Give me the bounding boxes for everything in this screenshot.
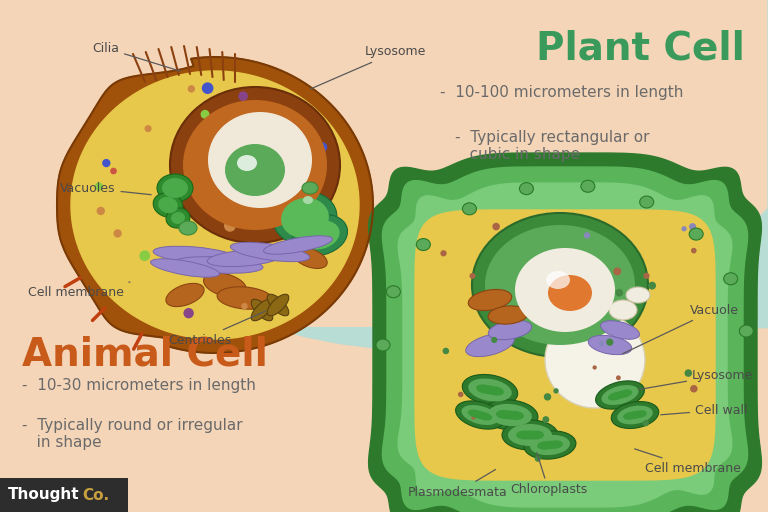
Text: -  Typically rectangular or
   cubic in shape: - Typically rectangular or cubic in shap… bbox=[455, 130, 650, 162]
Text: Vacuole: Vacuole bbox=[623, 304, 739, 354]
Text: Cell membrane: Cell membrane bbox=[634, 449, 741, 475]
Ellipse shape bbox=[153, 246, 237, 264]
Ellipse shape bbox=[617, 406, 653, 424]
Text: -  Typically round or irregular
   in shape: - Typically round or irregular in shape bbox=[22, 418, 243, 451]
Ellipse shape bbox=[208, 112, 312, 208]
Ellipse shape bbox=[302, 182, 318, 194]
Text: Plant Cell: Plant Cell bbox=[535, 30, 744, 68]
Ellipse shape bbox=[491, 337, 498, 343]
Ellipse shape bbox=[293, 215, 348, 255]
Ellipse shape bbox=[482, 386, 498, 395]
Ellipse shape bbox=[469, 273, 475, 279]
Ellipse shape bbox=[488, 306, 528, 324]
Ellipse shape bbox=[202, 82, 214, 94]
Ellipse shape bbox=[542, 441, 558, 449]
Ellipse shape bbox=[251, 299, 273, 321]
Text: Plasmodesmata: Plasmodesmata bbox=[408, 470, 508, 499]
Polygon shape bbox=[415, 210, 715, 480]
Ellipse shape bbox=[584, 232, 591, 239]
Polygon shape bbox=[382, 167, 747, 512]
Ellipse shape bbox=[611, 401, 659, 429]
Ellipse shape bbox=[573, 307, 580, 314]
Ellipse shape bbox=[689, 228, 703, 240]
Ellipse shape bbox=[535, 456, 541, 462]
Ellipse shape bbox=[740, 325, 753, 337]
Ellipse shape bbox=[293, 247, 327, 268]
Ellipse shape bbox=[114, 229, 122, 238]
Ellipse shape bbox=[317, 142, 327, 152]
Text: Co.: Co. bbox=[82, 487, 109, 502]
Polygon shape bbox=[398, 183, 732, 507]
Ellipse shape bbox=[225, 114, 236, 124]
Ellipse shape bbox=[462, 374, 518, 406]
Ellipse shape bbox=[468, 378, 511, 401]
Ellipse shape bbox=[263, 236, 333, 254]
Ellipse shape bbox=[581, 180, 595, 193]
Ellipse shape bbox=[601, 385, 638, 405]
Ellipse shape bbox=[616, 375, 621, 380]
Ellipse shape bbox=[524, 431, 576, 459]
Polygon shape bbox=[272, 0, 768, 350]
Ellipse shape bbox=[306, 224, 316, 234]
Ellipse shape bbox=[626, 287, 650, 303]
Ellipse shape bbox=[376, 339, 390, 351]
Ellipse shape bbox=[102, 159, 111, 167]
Ellipse shape bbox=[588, 335, 632, 355]
Ellipse shape bbox=[527, 431, 544, 439]
Ellipse shape bbox=[632, 412, 638, 418]
Ellipse shape bbox=[247, 161, 254, 167]
Ellipse shape bbox=[183, 100, 327, 230]
Text: -  10-30 micrometers in length: - 10-30 micrometers in length bbox=[22, 378, 256, 393]
Ellipse shape bbox=[472, 213, 648, 357]
Ellipse shape bbox=[472, 416, 475, 420]
Ellipse shape bbox=[648, 282, 656, 290]
Ellipse shape bbox=[241, 189, 247, 195]
Ellipse shape bbox=[530, 435, 570, 455]
Ellipse shape bbox=[623, 412, 637, 420]
Ellipse shape bbox=[462, 405, 498, 425]
Ellipse shape bbox=[521, 431, 538, 439]
Ellipse shape bbox=[153, 193, 183, 217]
Ellipse shape bbox=[184, 308, 194, 318]
Ellipse shape bbox=[502, 411, 518, 419]
Ellipse shape bbox=[488, 321, 531, 339]
Ellipse shape bbox=[562, 297, 598, 313]
Ellipse shape bbox=[158, 197, 178, 213]
Ellipse shape bbox=[238, 91, 248, 101]
Ellipse shape bbox=[472, 411, 488, 419]
Ellipse shape bbox=[599, 341, 604, 346]
Ellipse shape bbox=[273, 192, 337, 244]
Ellipse shape bbox=[207, 249, 283, 267]
Text: Chloroplasts: Chloroplasts bbox=[510, 453, 588, 497]
Text: Centrioles: Centrioles bbox=[168, 311, 266, 347]
Ellipse shape bbox=[166, 208, 190, 228]
Ellipse shape bbox=[487, 387, 504, 396]
Ellipse shape bbox=[609, 300, 637, 320]
Ellipse shape bbox=[633, 410, 647, 418]
Ellipse shape bbox=[281, 198, 329, 238]
Ellipse shape bbox=[97, 207, 105, 215]
Ellipse shape bbox=[416, 239, 430, 250]
Ellipse shape bbox=[204, 273, 247, 297]
Ellipse shape bbox=[628, 411, 642, 419]
Polygon shape bbox=[369, 153, 761, 512]
Ellipse shape bbox=[553, 388, 559, 394]
Ellipse shape bbox=[613, 391, 627, 399]
Ellipse shape bbox=[170, 87, 340, 243]
Text: Lysosome: Lysosome bbox=[639, 369, 753, 390]
Ellipse shape bbox=[643, 420, 649, 426]
Ellipse shape bbox=[476, 385, 493, 394]
Ellipse shape bbox=[537, 441, 553, 450]
Text: Thought: Thought bbox=[8, 487, 80, 502]
Ellipse shape bbox=[515, 248, 615, 332]
Ellipse shape bbox=[166, 283, 204, 307]
Ellipse shape bbox=[691, 248, 697, 253]
Ellipse shape bbox=[548, 440, 563, 449]
Ellipse shape bbox=[187, 85, 195, 93]
Text: -  10-100 micrometers in length: - 10-100 micrometers in length bbox=[440, 85, 684, 100]
Ellipse shape bbox=[488, 404, 532, 426]
Ellipse shape bbox=[496, 410, 513, 419]
Ellipse shape bbox=[162, 178, 188, 198]
Ellipse shape bbox=[151, 259, 220, 277]
